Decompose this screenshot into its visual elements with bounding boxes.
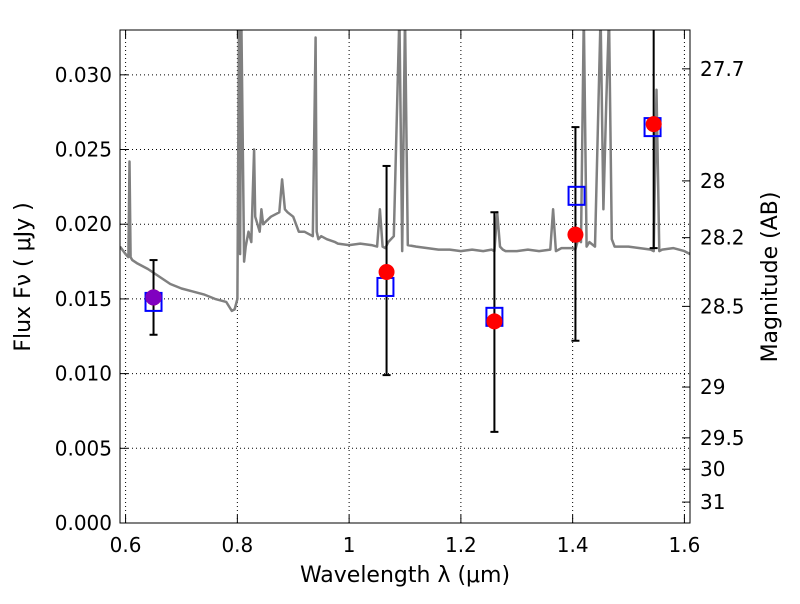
y-tick-label: 0.020: [55, 212, 112, 236]
circle-marker: [486, 313, 503, 330]
y-axis-ticks: 0.000 0.005 0.010 0.015 0.020 0.025 0.030: [55, 63, 128, 535]
x-tick-label: 1.2: [445, 533, 477, 557]
right-tick-label: 31: [700, 490, 725, 514]
x-tick-label: 1.4: [557, 533, 589, 557]
spectrum-layer: [120, 30, 690, 313]
x-axis-ticks: 0.6 0.8 1 1.2 1.4 1.6: [110, 30, 701, 557]
square-marker: [567, 185, 586, 206]
right-tick-label: 27.7: [700, 57, 745, 81]
y-tick-label: 0.030: [55, 63, 112, 87]
y-tick-label: 0.000: [55, 511, 112, 535]
x-tick-label: 1.6: [669, 533, 701, 557]
right-tick-label: 28.2: [700, 226, 745, 250]
plot-frame: [119, 29, 691, 524]
x-axis-label: Wavelength λ (μm): [300, 563, 510, 588]
x-tick-label: 1: [343, 533, 356, 557]
data-layer: [120, 30, 690, 433]
right-tick-label: 29: [700, 375, 725, 399]
x-tick-label: 0.6: [110, 533, 142, 557]
circle-marker: [145, 289, 162, 306]
y-tick-label: 0.010: [55, 362, 112, 386]
x-tick-label: 0.8: [221, 533, 253, 557]
y-tick-label: 0.005: [55, 436, 112, 460]
y-tick-label: 0.025: [55, 138, 112, 162]
y-tick-label: 0.015: [55, 287, 112, 311]
right-axis-ticks: 27.7 28 28.2 28.5 29 29.5 30 31: [682, 57, 745, 514]
circle-marker: [645, 116, 662, 133]
right-tick-label: 30: [700, 457, 725, 481]
right-tick-label: 29.5: [700, 426, 745, 450]
y-axis-label: Flux Fν ( μJy ): [11, 202, 36, 351]
right-tick-label: 28: [700, 169, 725, 193]
right-tick-label: 28.5: [700, 294, 745, 318]
circle-marker-layer: [145, 116, 662, 330]
spectrum-line: [120, 30, 690, 313]
circle-marker: [567, 226, 584, 243]
circle-marker: [378, 264, 395, 281]
right-axis-label: Magnitude (AB): [758, 192, 783, 363]
